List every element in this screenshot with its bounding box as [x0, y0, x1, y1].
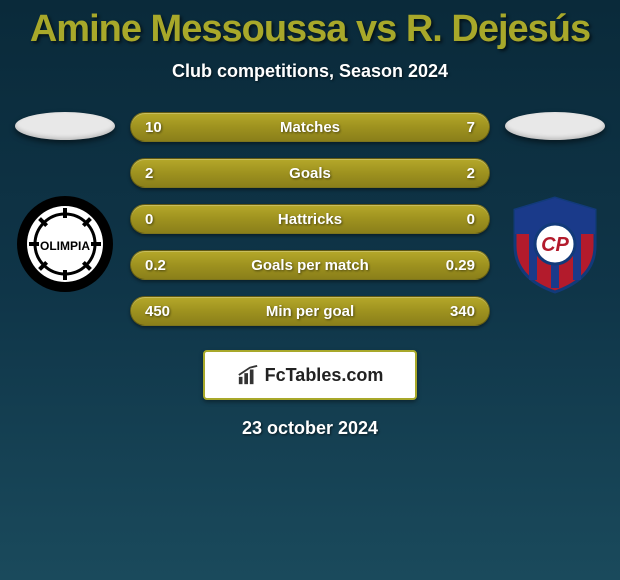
- comparison-content: OLIMPIA 10 Matches 7 2 Goals 2 0 Hattric…: [0, 112, 620, 326]
- player-left-placeholder: [15, 112, 115, 140]
- stat-left-value: 0: [145, 211, 185, 228]
- stats-column: 10 Matches 7 2 Goals 2 0 Hattricks 0 0.2…: [130, 112, 490, 326]
- right-column: CP: [500, 112, 610, 294]
- stat-row-min-per-goal: 450 Min per goal 340: [130, 296, 490, 326]
- stat-right-value: 0: [435, 211, 475, 228]
- stat-right-value: 0.29: [435, 257, 475, 274]
- stat-right-value: 7: [435, 119, 475, 136]
- stat-label: Goals: [289, 165, 331, 182]
- stat-left-value: 2: [145, 165, 185, 182]
- left-team-logo: OLIMPIA: [15, 194, 115, 294]
- branding-text: FcTables.com: [265, 365, 384, 386]
- chart-icon: [237, 364, 259, 386]
- stat-right-value: 340: [435, 303, 475, 320]
- stat-row-goals: 2 Goals 2: [130, 158, 490, 188]
- branding-box[interactable]: FcTables.com: [203, 350, 417, 400]
- olimpia-logo-icon: OLIMPIA: [15, 194, 115, 294]
- svg-text:CP: CP: [541, 234, 569, 256]
- stat-label: Hattricks: [278, 211, 342, 228]
- player-right-placeholder: [505, 112, 605, 140]
- stat-label: Goals per match: [251, 257, 369, 274]
- stat-row-hattricks: 0 Hattricks 0: [130, 204, 490, 234]
- stat-label: Min per goal: [266, 303, 354, 320]
- stat-row-matches: 10 Matches 7: [130, 112, 490, 142]
- cerro-porteno-logo-icon: CP: [505, 194, 605, 294]
- date-label: 23 october 2024: [0, 418, 620, 439]
- right-team-logo: CP: [505, 194, 605, 294]
- page-title: Amine Messoussa vs R. Dejesús: [0, 0, 620, 51]
- stat-label: Matches: [280, 119, 340, 136]
- stat-row-goals-per-match: 0.2 Goals per match 0.29: [130, 250, 490, 280]
- svg-text:OLIMPIA: OLIMPIA: [40, 239, 90, 253]
- stat-left-value: 0.2: [145, 257, 185, 274]
- stat-left-value: 10: [145, 119, 185, 136]
- stat-right-value: 2: [435, 165, 475, 182]
- stat-left-value: 450: [145, 303, 185, 320]
- subtitle: Club competitions, Season 2024: [0, 61, 620, 82]
- left-column: OLIMPIA: [10, 112, 120, 294]
